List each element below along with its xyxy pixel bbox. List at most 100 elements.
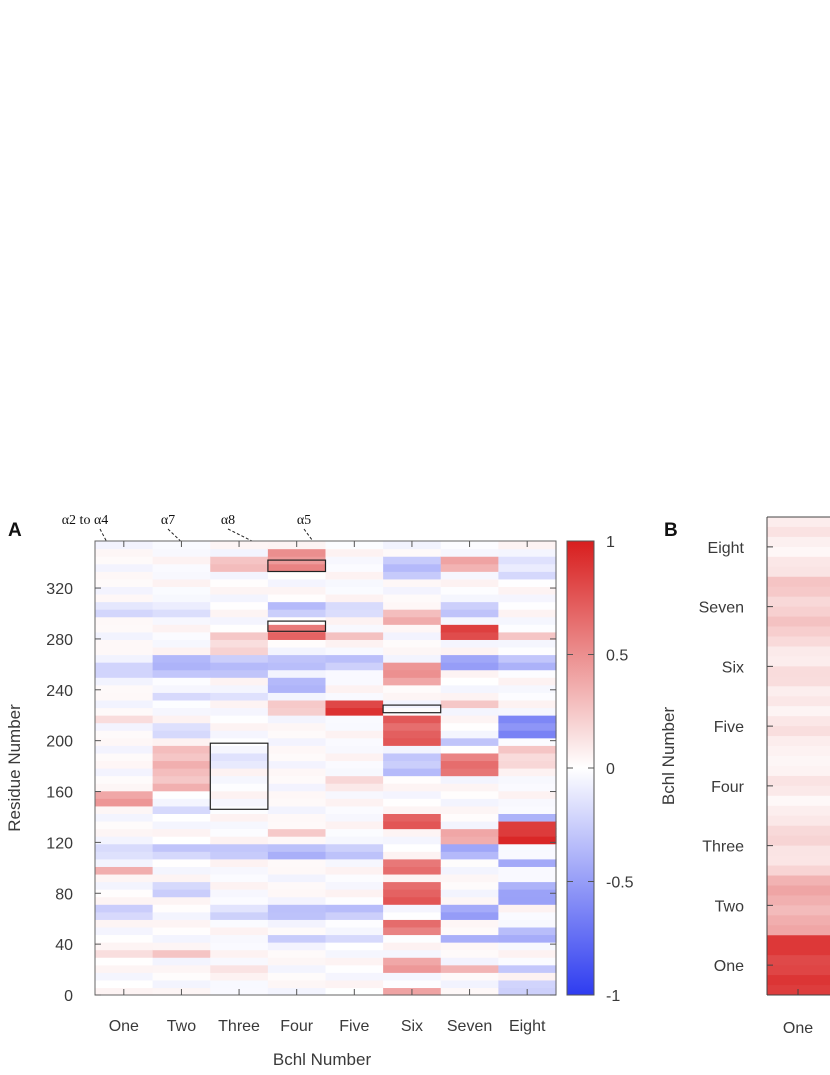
heatmap-cell — [267, 730, 327, 739]
heatmap-cell — [210, 707, 269, 716]
heatmap-cell — [383, 692, 442, 701]
heatmap-cell — [498, 684, 557, 693]
heatmap-cell — [95, 949, 154, 958]
y-axis-ticks: 0 40 80 120 160 200 240 280 320 — [46, 581, 556, 1005]
heatmap-cell — [440, 609, 499, 618]
heatmap-cell — [210, 556, 269, 565]
heatmap-cell — [440, 601, 499, 610]
heatmap-cell — [440, 964, 499, 973]
heatmap-cell — [95, 563, 154, 572]
heatmap-cell — [325, 896, 384, 905]
heatmap-cell — [440, 836, 499, 845]
heatmap-cell — [440, 798, 499, 807]
heatmap-cell — [325, 563, 384, 572]
heatmap-cell — [440, 889, 499, 898]
heatmap-b-cell — [767, 616, 830, 628]
heatmap-b-cell — [767, 517, 830, 528]
heatmap-cell — [210, 964, 269, 973]
heatmap-cell — [95, 820, 154, 830]
heatmap-cell — [267, 669, 327, 678]
heatmap-cell — [267, 737, 327, 746]
heatmap-cell — [440, 979, 499, 989]
heatmap-b-cell — [767, 706, 830, 717]
heatmap-cell — [152, 805, 211, 814]
heatmap-cell — [383, 783, 442, 792]
heatmap-cell — [95, 639, 154, 648]
y-tick-label: 240 — [46, 683, 73, 700]
heatmap-cell — [95, 654, 154, 663]
heatmap-cell — [267, 684, 327, 693]
heatmap-cell — [325, 646, 384, 656]
heatmap-cell — [325, 730, 384, 739]
heatmap-cell — [498, 843, 557, 852]
heatmap-cell — [440, 586, 499, 595]
heatmap-cell — [95, 556, 154, 565]
heatmap-cell — [210, 957, 269, 966]
heatmap-b-cell — [767, 676, 830, 687]
heatmap-cell — [95, 964, 154, 973]
heatmap-cell — [152, 631, 211, 640]
heatmap-cell — [440, 775, 499, 784]
heatmap-cell — [383, 646, 442, 656]
heatmap-cell — [498, 836, 557, 845]
y-tick-label: 320 — [46, 581, 73, 598]
x-tick-label: One — [109, 1018, 139, 1035]
heatmap-cell — [325, 639, 384, 648]
heatmap-cell — [498, 851, 557, 860]
colorbar-tick-label: -0.5 — [606, 875, 634, 892]
heatmap-cell — [498, 911, 557, 920]
heatmap-cell — [95, 873, 154, 883]
heatmap-cell — [152, 722, 211, 731]
heatmap-cell — [152, 556, 211, 565]
heatmap-cell — [498, 972, 557, 981]
heatmap-cell — [267, 919, 327, 928]
heatmap-b-cell — [767, 656, 830, 667]
heatmap-cell — [267, 836, 327, 845]
heatmap-cell — [498, 715, 557, 724]
heatmap-cell — [440, 768, 499, 777]
heatmap-cell — [152, 813, 211, 822]
heatmap-cell — [325, 669, 384, 678]
heatmap-b-cell — [767, 696, 830, 707]
heatmap-cell — [498, 919, 557, 928]
heatmap-b-cell — [767, 726, 830, 737]
heatmap-cell — [325, 677, 384, 686]
heatmap-cell — [440, 646, 499, 656]
heatmap-cell — [383, 586, 442, 595]
heatmap-cell — [95, 926, 154, 936]
heatmap-cell — [210, 616, 269, 625]
x-tick-label: Four — [280, 1018, 314, 1035]
heatmap-cell — [383, 563, 442, 572]
heatmap-cell — [498, 654, 557, 663]
heatmap-cell — [267, 783, 327, 792]
heatmap-cell — [325, 662, 384, 671]
panel-b-x-ticks: One — [783, 989, 813, 1037]
heatmap-cell — [383, 752, 442, 762]
heatmap-cell — [210, 926, 269, 936]
heatmap-cell — [152, 964, 211, 973]
heatmap-cell — [498, 942, 557, 951]
heatmap-b-cell — [767, 885, 830, 897]
heatmap-cell — [440, 684, 499, 693]
heatmap-cell — [325, 942, 384, 951]
heatmap-cell — [498, 548, 557, 557]
heatmap-b-cell — [767, 785, 830, 797]
heatmap-cell — [440, 866, 499, 875]
heatmap-cell — [325, 911, 384, 920]
heatmap-cell — [383, 593, 442, 603]
heatmap-b-cell — [767, 835, 830, 847]
heatmap-cell — [210, 669, 269, 678]
heatmap-b-cell — [767, 546, 830, 558]
heatmap-cell — [498, 752, 557, 762]
heatmap-cell — [383, 768, 442, 777]
heatmap-cell — [267, 768, 327, 777]
heatmap-cell — [325, 654, 384, 663]
colorbar-ticks: 1 0.5 0 -0.5 -1 — [567, 534, 634, 1005]
heatmap-cell — [210, 866, 269, 875]
heatmap-cell — [498, 949, 557, 958]
heatmap-cell — [325, 798, 384, 807]
heatmap-cell — [440, 934, 499, 943]
heatmap-cell — [325, 889, 384, 898]
heatmap-cell — [440, 692, 499, 701]
x-tick-label: Five — [339, 1018, 369, 1035]
